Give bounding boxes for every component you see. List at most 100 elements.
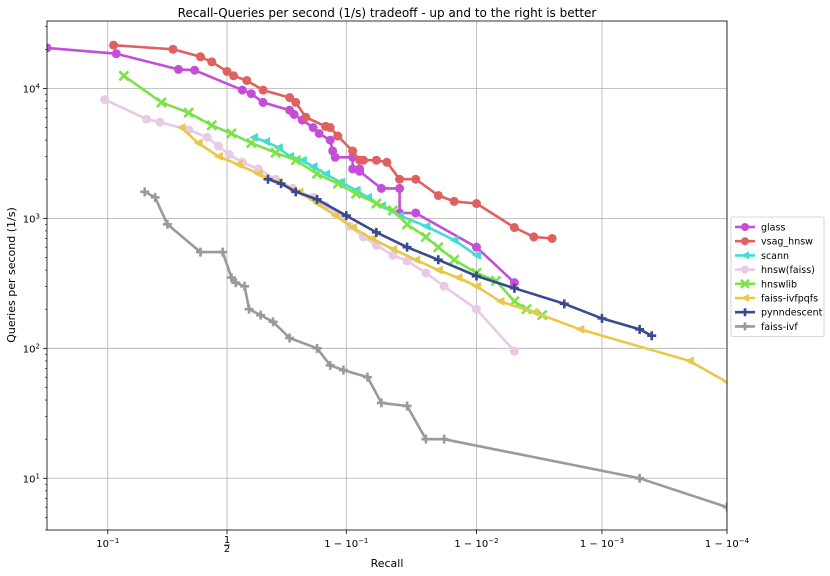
series-glass xyxy=(47,43,519,288)
data-point xyxy=(471,199,481,209)
series-pynndescent xyxy=(263,174,657,341)
data-point xyxy=(206,119,218,131)
data-point xyxy=(325,135,335,145)
data-point xyxy=(547,233,557,243)
data-point xyxy=(411,208,421,218)
data-point xyxy=(741,265,749,274)
data-point xyxy=(439,281,449,291)
data-point xyxy=(348,164,358,174)
data-point xyxy=(402,242,412,252)
y-tick-label: 104 xyxy=(23,82,41,95)
legend-label: pynndescent xyxy=(761,308,823,319)
data-point xyxy=(140,187,150,197)
data-point xyxy=(325,360,335,370)
series-faiss-ivf xyxy=(140,187,727,512)
data-point xyxy=(350,188,362,200)
data-point xyxy=(433,265,443,275)
legend-item: hnsw(faiss) xyxy=(735,265,815,276)
data-point xyxy=(325,123,335,133)
data-point xyxy=(240,281,250,291)
x-tick-label: 1 − 10−3 xyxy=(580,537,624,550)
data-point xyxy=(449,196,459,206)
data-point xyxy=(421,434,431,444)
data-point xyxy=(118,70,130,82)
data-point xyxy=(741,294,749,302)
data-point xyxy=(421,221,431,231)
data-point xyxy=(285,333,295,343)
data-point xyxy=(308,162,318,172)
data-point xyxy=(388,250,398,260)
data-point xyxy=(109,40,119,50)
data-point xyxy=(367,233,377,243)
data-point xyxy=(213,141,223,151)
data-point xyxy=(111,49,121,59)
data-point xyxy=(190,65,200,75)
x-tick-label: 1 − 10−1 xyxy=(324,537,368,550)
data-point xyxy=(420,231,432,243)
data-point xyxy=(162,219,172,229)
data-point xyxy=(402,256,412,266)
series-vsag-hnsw xyxy=(109,40,557,243)
x-axis: 10−1 12 1 − 10−1 1 − 10−2 1 − 10−3 1 − 10−4 xyxy=(96,530,750,555)
y-axis-label: Queries per second (1/s) xyxy=(5,207,18,343)
data-point xyxy=(156,96,167,108)
data-point xyxy=(348,146,358,156)
x-tick-label: 1 − 10−4 xyxy=(705,537,750,550)
data-point xyxy=(348,223,358,233)
legend-label: hnsw(faiss) xyxy=(761,265,815,276)
data-point xyxy=(258,97,268,107)
series-layer xyxy=(47,40,727,512)
data-point xyxy=(308,123,318,133)
data-point xyxy=(471,242,481,252)
plot-frame xyxy=(46,20,728,531)
data-point xyxy=(529,307,539,317)
data-point xyxy=(330,211,340,221)
data-point xyxy=(242,75,252,85)
y-tick-label: 102 xyxy=(23,342,40,355)
data-point xyxy=(155,117,165,127)
data-point xyxy=(355,166,365,176)
data-point xyxy=(207,57,217,67)
data-point xyxy=(341,211,351,221)
data-point xyxy=(401,218,413,230)
data-point xyxy=(256,310,266,320)
legend-label: hnswlib xyxy=(761,279,797,290)
x-tick-label: 12 xyxy=(224,535,230,555)
data-point xyxy=(176,123,186,133)
data-point xyxy=(289,109,299,119)
data-point xyxy=(559,299,569,309)
data-point xyxy=(195,247,205,257)
data-point xyxy=(722,379,727,385)
data-point xyxy=(225,128,237,139)
data-point xyxy=(312,343,322,353)
legend-label: scann xyxy=(761,251,789,262)
legend-item: pynndescent xyxy=(735,308,823,319)
data-point xyxy=(260,137,270,147)
series-faiss-ivfpqfs xyxy=(176,123,727,385)
data-point xyxy=(471,271,481,281)
legend-frame xyxy=(730,216,825,337)
data-point xyxy=(291,97,301,107)
data-point xyxy=(218,247,228,257)
data-point xyxy=(229,71,239,81)
data-point xyxy=(100,95,110,105)
data-point xyxy=(509,346,519,356)
data-point xyxy=(226,273,236,283)
data-point xyxy=(253,169,263,179)
legend-item: faiss-ivfpqfs xyxy=(735,294,818,305)
legend-label: vsag_hnsw xyxy=(761,237,813,248)
data-point xyxy=(432,241,444,253)
data-point xyxy=(268,317,278,327)
data-point xyxy=(741,237,749,246)
data-point xyxy=(509,278,519,288)
data-point xyxy=(183,107,195,119)
data-point xyxy=(358,155,368,165)
data-point xyxy=(224,149,234,159)
data-point xyxy=(47,43,52,53)
series-line xyxy=(123,74,543,317)
data-point xyxy=(402,401,412,411)
legend-item: hnswlib xyxy=(735,278,797,290)
data-point xyxy=(741,251,749,260)
data-point xyxy=(647,331,657,341)
